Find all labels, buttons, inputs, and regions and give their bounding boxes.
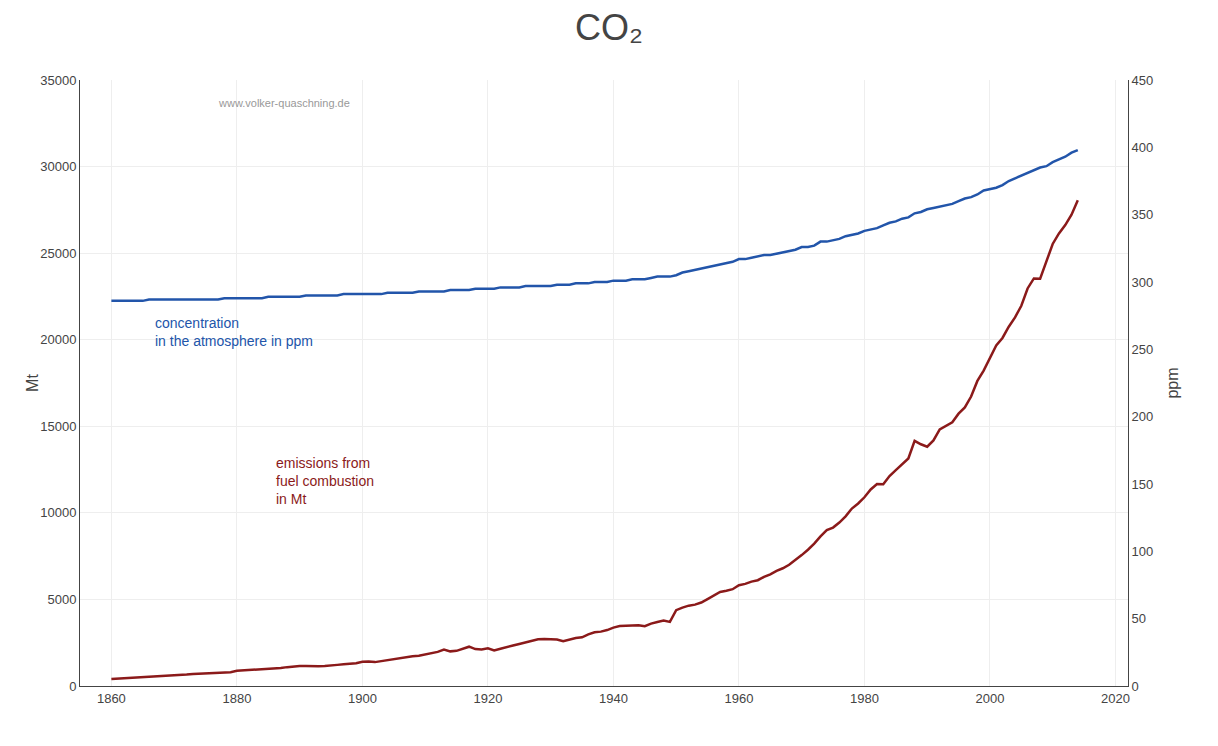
svg-text:250: 250 bbox=[1132, 342, 1154, 357]
svg-text:200: 200 bbox=[1132, 409, 1154, 424]
svg-text:2020: 2020 bbox=[1101, 691, 1130, 706]
svg-text:0: 0 bbox=[69, 679, 76, 694]
svg-text:5000: 5000 bbox=[47, 592, 76, 607]
svg-text:ppm: ppm bbox=[1164, 367, 1181, 398]
svg-text:30000: 30000 bbox=[40, 159, 76, 174]
svg-text:35000: 35000 bbox=[40, 73, 76, 88]
svg-text:0: 0 bbox=[1132, 679, 1139, 694]
svg-text:CO₂: CO₂ bbox=[575, 7, 643, 48]
svg-text:1900: 1900 bbox=[348, 691, 377, 706]
svg-text:150: 150 bbox=[1132, 477, 1154, 492]
svg-text:1920: 1920 bbox=[473, 691, 502, 706]
svg-text:15000: 15000 bbox=[40, 419, 76, 434]
svg-text:emissions fromfuel combustioni: emissions fromfuel combustionin Mt bbox=[276, 455, 374, 507]
svg-text:Mt: Mt bbox=[24, 374, 41, 392]
svg-text:1960: 1960 bbox=[724, 691, 753, 706]
svg-text:1940: 1940 bbox=[599, 691, 628, 706]
svg-text:www.volker-quaschning.de: www.volker-quaschning.de bbox=[218, 97, 350, 109]
svg-text:450: 450 bbox=[1132, 73, 1154, 88]
svg-text:1880: 1880 bbox=[222, 691, 251, 706]
svg-text:100: 100 bbox=[1132, 544, 1154, 559]
svg-text:25000: 25000 bbox=[40, 246, 76, 261]
svg-text:1860: 1860 bbox=[97, 691, 126, 706]
svg-text:400: 400 bbox=[1132, 140, 1154, 155]
svg-text:300: 300 bbox=[1132, 275, 1154, 290]
svg-text:50: 50 bbox=[1132, 611, 1146, 626]
svg-text:350: 350 bbox=[1132, 207, 1154, 222]
svg-text:10000: 10000 bbox=[40, 505, 76, 520]
svg-text:1980: 1980 bbox=[850, 691, 879, 706]
svg-text:concentrationin the atmosphere: concentrationin the atmosphere in ppm bbox=[155, 315, 313, 349]
svg-text:2000: 2000 bbox=[975, 691, 1004, 706]
svg-text:20000: 20000 bbox=[40, 332, 76, 347]
